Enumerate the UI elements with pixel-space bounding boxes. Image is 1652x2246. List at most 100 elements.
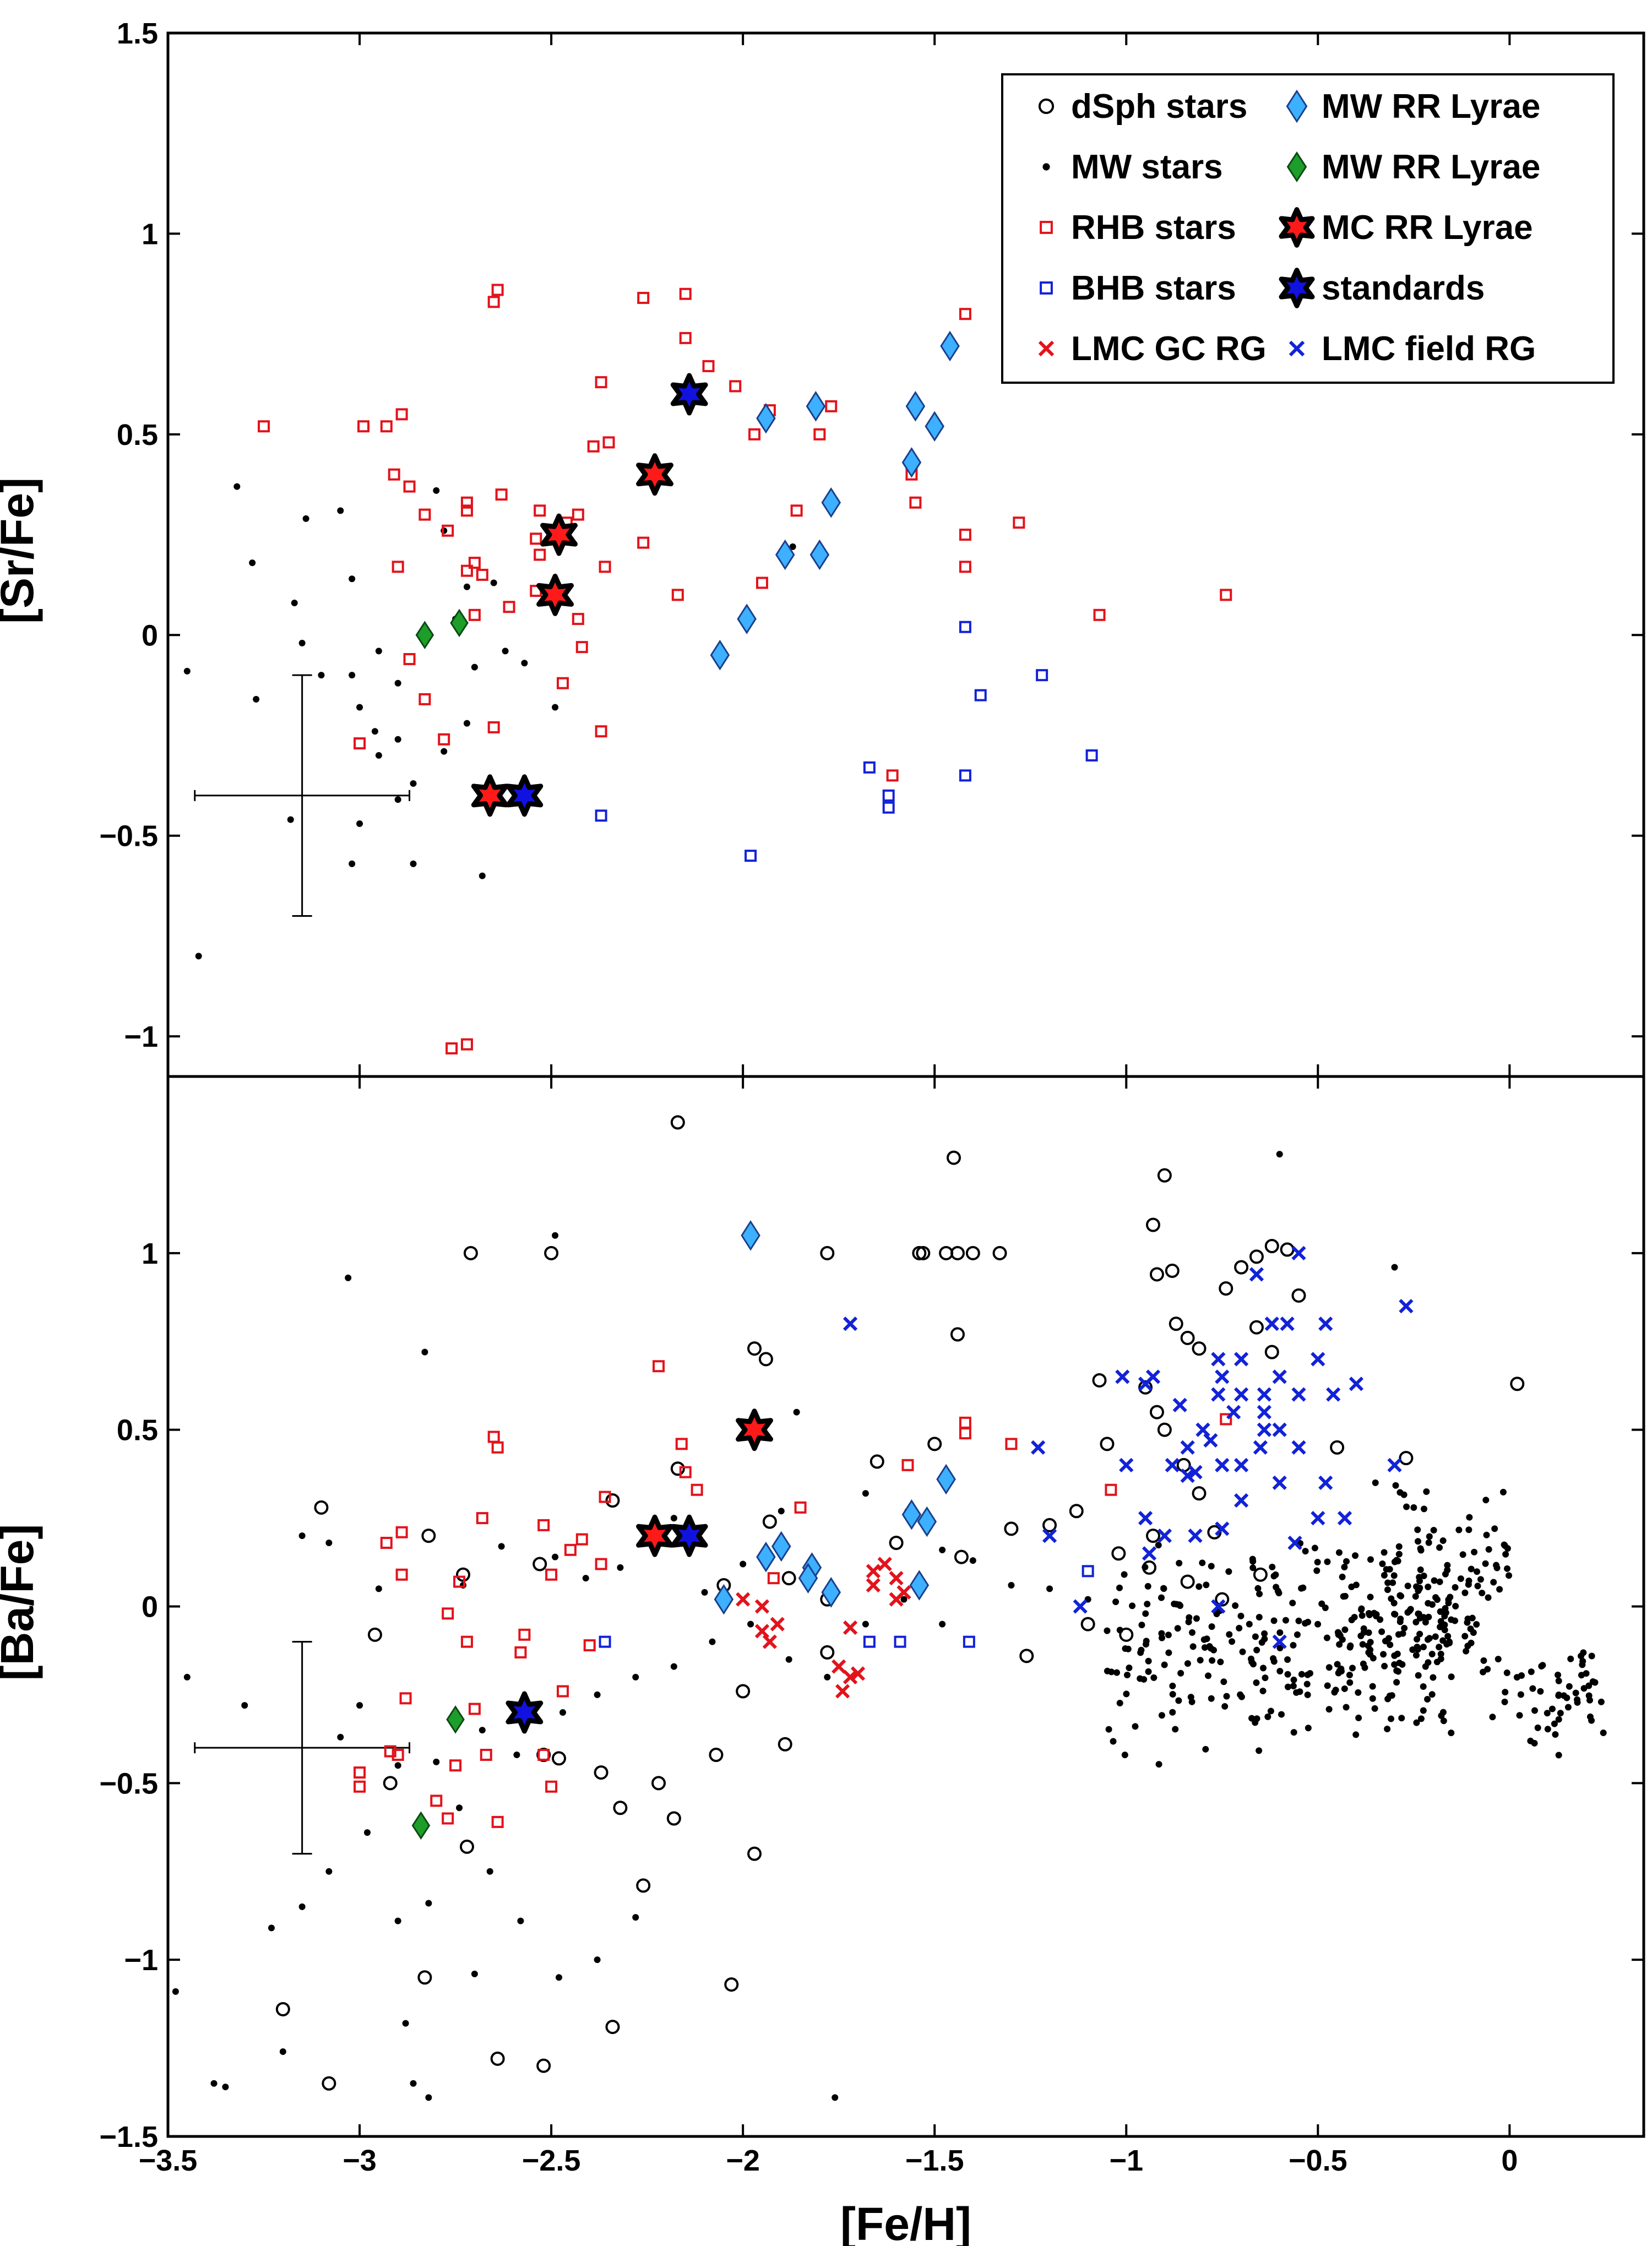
data-point-square-red xyxy=(572,613,584,626)
data-point-dot xyxy=(1436,1544,1443,1551)
data-point-square-red xyxy=(354,737,366,750)
series-diamond-green xyxy=(415,608,469,650)
series-square-blue xyxy=(599,1565,1094,1648)
data-point-square-red xyxy=(403,653,416,665)
legend-label: MW RR Lyrae xyxy=(1322,88,1540,126)
data-point-dot xyxy=(1437,1650,1444,1657)
data-point-dot xyxy=(1415,1672,1422,1679)
data-point-dot xyxy=(670,1663,677,1670)
data-point-dot xyxy=(1380,1651,1387,1658)
data-point-square-red xyxy=(702,360,715,372)
data-point-x-blue xyxy=(1233,1352,1249,1367)
data-point-dot xyxy=(1544,1710,1551,1717)
data-point-square-red xyxy=(514,1646,527,1658)
data-point-diamond-light xyxy=(917,1506,937,1537)
data-point-square-red xyxy=(442,524,454,537)
data-point-dot xyxy=(375,752,382,759)
data-point-dot xyxy=(1391,1264,1398,1271)
data-point-star-blue xyxy=(1279,268,1315,308)
data-point-dot xyxy=(1104,1627,1111,1634)
data-point-dot xyxy=(318,672,325,679)
data-point-square-red xyxy=(354,1766,366,1779)
data-point-dot xyxy=(1578,1672,1585,1679)
data-point-dot xyxy=(1493,1564,1501,1571)
data-point-dot xyxy=(1197,1657,1204,1664)
data-point-dot xyxy=(1298,1585,1305,1592)
data-point-diamond-light xyxy=(737,603,757,634)
data-point-diamond-light xyxy=(714,1584,734,1615)
data-point-dot xyxy=(1295,1617,1302,1624)
data-point-dot xyxy=(1369,1695,1376,1702)
data-point-dot xyxy=(1205,1672,1212,1679)
data-point-x-blue xyxy=(1291,1440,1306,1455)
x-stroke xyxy=(1233,1352,1249,1367)
data-point-circle xyxy=(605,1493,620,1508)
data-point-x-blue xyxy=(1289,340,1305,357)
data-point-x-blue xyxy=(1119,1458,1134,1472)
data-point-square-red xyxy=(399,1692,412,1705)
x-tick-label: −3.5 xyxy=(139,2144,198,2177)
data-point-dot xyxy=(701,1589,708,1596)
x-stroke xyxy=(1138,1510,1153,1526)
data-point-dot xyxy=(1249,1558,1257,1565)
data-point-dot xyxy=(1358,1606,1365,1613)
data-point-x-red xyxy=(866,1578,881,1593)
data-point-star-red xyxy=(471,774,509,817)
data-point-dot xyxy=(1466,1514,1473,1521)
data-point-dot xyxy=(1174,1625,1181,1632)
y-tick-label: −1.5 xyxy=(99,2120,158,2153)
data-point-dot xyxy=(1324,1558,1331,1565)
x-stroke xyxy=(1195,1422,1210,1437)
data-point-dot xyxy=(1413,1719,1420,1726)
data-point-circle xyxy=(1157,1422,1172,1437)
data-point-x-blue xyxy=(1349,1377,1364,1391)
data-point-dot xyxy=(1311,1545,1318,1552)
data-point-square-red xyxy=(476,568,488,581)
data-point-x-blue xyxy=(1399,1298,1414,1314)
data-point-x-blue xyxy=(1291,1387,1306,1402)
data-point-x-blue xyxy=(1165,1458,1180,1472)
data-point-dot xyxy=(1588,1652,1595,1660)
data-point-circle xyxy=(889,1536,904,1550)
data-point-dot xyxy=(1267,1707,1274,1715)
data-point-circle xyxy=(1192,1486,1207,1501)
data-point-square-red xyxy=(419,693,431,705)
data-point-star-red xyxy=(540,513,578,556)
data-point-diamond-light xyxy=(936,1464,956,1495)
data-point-dot xyxy=(1421,1505,1428,1513)
data-point-square-red xyxy=(595,725,607,738)
x-stroke xyxy=(1188,1529,1203,1543)
x-stroke xyxy=(1215,1369,1230,1384)
data-point-dot xyxy=(1529,1685,1536,1692)
data-point-circle xyxy=(1280,1242,1295,1257)
data-point-dot xyxy=(1259,1687,1267,1694)
data-point-dot xyxy=(1208,1695,1215,1702)
data-point-dot xyxy=(969,1557,976,1564)
data-point-dot xyxy=(371,728,378,735)
data-point-star-blue xyxy=(506,1691,544,1734)
data-point-dot xyxy=(1365,1649,1372,1656)
data-point-square-red xyxy=(909,496,922,509)
data-point-dot xyxy=(1298,1671,1305,1678)
data-point-square-blue xyxy=(894,1635,906,1648)
series-square-red xyxy=(354,1360,1232,1828)
data-point-circle xyxy=(1264,1345,1279,1359)
data-point-square-red xyxy=(794,1501,807,1514)
x-stroke xyxy=(1272,1634,1287,1649)
x-tick-label: −3 xyxy=(343,2144,377,2177)
data-point-dot xyxy=(1383,1566,1390,1573)
data-point-circle xyxy=(1510,1377,1525,1391)
error-bar xyxy=(194,674,411,917)
data-point-dot xyxy=(1290,1729,1297,1736)
data-point-x-blue xyxy=(1287,1535,1302,1551)
data-point-dot xyxy=(1352,1731,1360,1738)
data-point-dot xyxy=(1464,1616,1471,1623)
data-point-square-red xyxy=(534,548,546,561)
data-point-dot xyxy=(402,2020,409,2027)
data-point-dot xyxy=(1574,1699,1581,1706)
data-point-dot xyxy=(1237,1612,1245,1619)
data-point-x-blue xyxy=(1311,1510,1325,1526)
data-point-circle xyxy=(552,1751,567,1766)
data-point-dot xyxy=(1145,1668,1152,1675)
data-point-diamond-light xyxy=(809,539,830,570)
